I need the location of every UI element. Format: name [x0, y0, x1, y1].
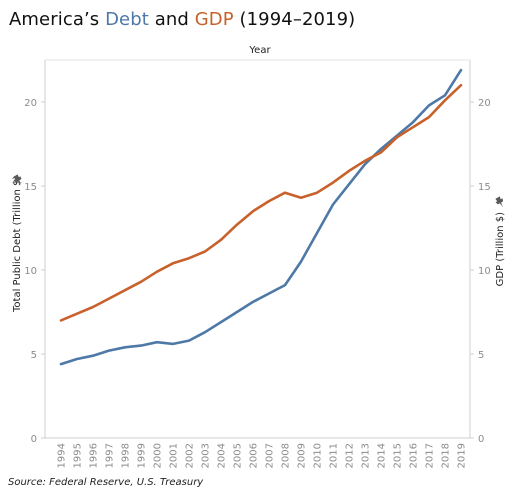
right-axis-label-group: GDP (Trillion $) — [495, 212, 506, 286]
right-y-tick-label: 0 — [478, 434, 484, 445]
title-and: and — [148, 9, 195, 30]
x-tick-label: 2018 — [441, 443, 452, 468]
pin-icon[interactable] — [494, 196, 506, 210]
series-line-gdp — [59, 83, 463, 322]
title-suffix: (1994–2019) — [233, 9, 356, 30]
left-y-tick-label: 10 — [24, 266, 37, 277]
pin-icon[interactable] — [12, 174, 24, 188]
x-tick-label: 1998 — [121, 443, 132, 468]
x-tick-label: 1996 — [89, 443, 100, 468]
x-tick-label: 1997 — [105, 443, 116, 468]
left-y-ticks: 0 5 10 15 20 — [24, 98, 45, 445]
x-tick-label: 1999 — [137, 443, 148, 468]
x-tick-label: 2006 — [249, 443, 260, 468]
left-pin[interactable] — [12, 174, 24, 188]
x-tick-label: 2002 — [185, 443, 196, 468]
x-tick-label: 2013 — [361, 443, 372, 468]
axes — [44, 59, 471, 439]
left-y-axis-title: Total Public Debt (Trillion $) — [12, 176, 23, 313]
right-y-tick-label: 10 — [478, 266, 491, 277]
right-y-tick-label: 20 — [478, 98, 491, 109]
title-prefix: America’s — [9, 9, 106, 30]
x-tick-label: 2001 — [169, 443, 180, 468]
chart-title: America’s Debt and GDP (1994–2019) — [9, 9, 355, 30]
x-tick-label: 1995 — [73, 443, 84, 468]
x-tick-label: 2010 — [313, 443, 324, 468]
x-tick-label: 2007 — [265, 443, 276, 468]
source-note: Source: Federal Reserve, U.S. Treasury — [8, 477, 204, 488]
x-tick-label: 2000 — [153, 443, 164, 468]
right-y-tick-label: 5 — [478, 350, 484, 361]
right-y-ticks: 0 5 10 15 20 — [470, 98, 491, 445]
title-debt: Debt — [105, 9, 149, 30]
right-y-tick-label: 15 — [478, 182, 491, 193]
x-tick-label: 1994 — [57, 443, 68, 468]
x-tick-label: 2005 — [233, 443, 244, 468]
x-tick-label: 2003 — [201, 443, 212, 468]
x-ticks: 1994 1995 1996 1997 1998 1999 2000 2001 2002 2003… — [57, 443, 468, 468]
x-tick-label: 2004 — [217, 443, 228, 468]
x-tick-label: 2014 — [377, 443, 388, 468]
x-tick-label: 2015 — [393, 443, 404, 468]
x-tick-label: 2017 — [425, 443, 436, 468]
x-tick-label: 2016 — [409, 443, 420, 468]
left-y-tick-label: 15 — [24, 182, 37, 193]
left-y-tick-label: 0 — [31, 434, 37, 445]
title-gdp: GDP — [194, 9, 234, 30]
series-lines — [59, 68, 463, 366]
x-tick-label: 2019 — [457, 443, 468, 468]
x-tick-label: 2008 — [281, 443, 292, 468]
left-y-tick-label: 20 — [24, 98, 37, 109]
right-pin[interactable] — [494, 196, 506, 210]
x-tick-label: 2009 — [297, 443, 308, 468]
right-y-axis-title: GDP (Trillion $) — [495, 212, 506, 286]
x-tick-label: 2011 — [329, 443, 340, 468]
left-y-tick-label: 5 — [31, 350, 37, 361]
left-axis-label-group: Total Public Debt (Trillion $) — [12, 176, 23, 313]
x-tick-label: 2012 — [345, 443, 356, 468]
series-line-debt — [59, 68, 463, 366]
x-axis-title: Year — [248, 45, 271, 56]
